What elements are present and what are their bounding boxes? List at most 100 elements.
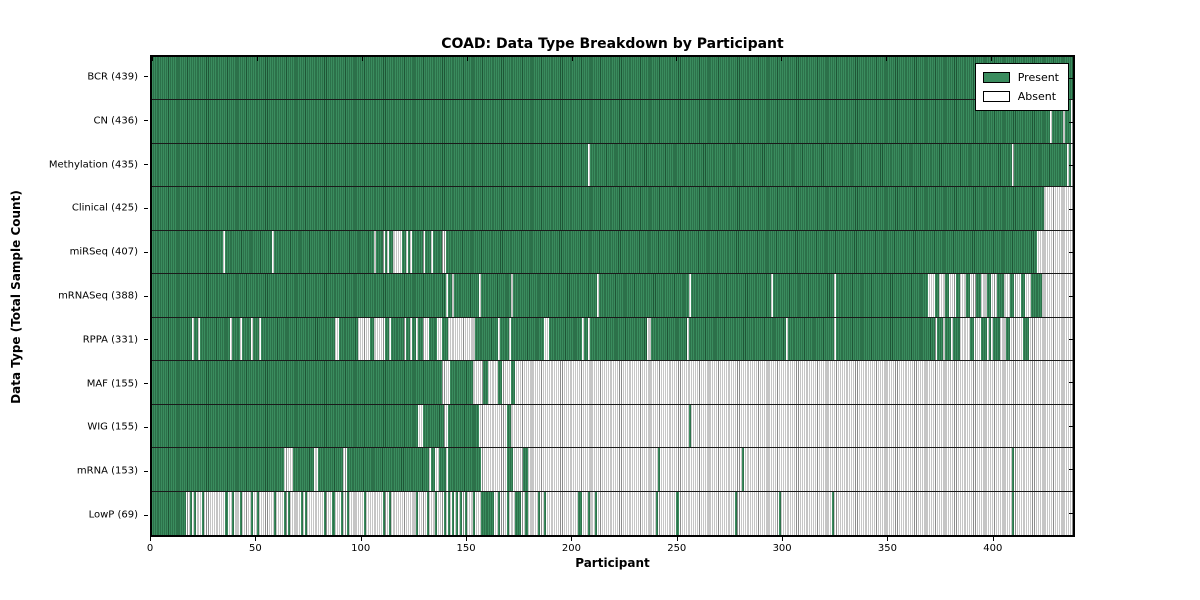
present-segment	[472, 491, 476, 535]
x-tick-label-300: 300	[772, 543, 792, 554]
present-segment	[370, 317, 375, 361]
y-tick-mark	[144, 295, 148, 297]
y-tick-label-BCR: BCR (439)	[87, 71, 138, 83]
present-swatch	[982, 72, 1010, 83]
present-segment	[1052, 100, 1063, 143]
present-segment	[424, 230, 431, 274]
present-segment	[288, 491, 291, 535]
present-segment	[412, 230, 423, 274]
row-WIG	[152, 404, 1073, 449]
present-segment	[152, 274, 446, 317]
present-segment	[317, 448, 343, 491]
x-tick-mark	[360, 537, 362, 541]
present-segment	[590, 143, 1013, 187]
present-segment	[454, 274, 480, 317]
x-tick-mark-top	[361, 57, 363, 61]
present-segment	[426, 491, 429, 535]
present-segment	[544, 491, 547, 535]
present-segment	[966, 274, 971, 317]
y-tick-mark-right	[1069, 252, 1073, 254]
present-segment	[389, 230, 394, 274]
present-segment	[772, 274, 834, 317]
present-segment	[189, 491, 192, 535]
present-segment	[1012, 491, 1015, 535]
y-tick-mark	[144, 120, 148, 122]
present-segment	[338, 317, 358, 361]
present-segment	[464, 491, 467, 535]
present-segment	[676, 491, 679, 535]
present-segment	[525, 491, 528, 535]
present-segment	[986, 274, 992, 317]
present-segment	[590, 317, 648, 361]
x-tick-mark	[571, 537, 573, 541]
present-segment	[273, 491, 276, 535]
row-miRSeq	[152, 230, 1073, 275]
x-tick-mark	[887, 537, 889, 541]
y-tick-label-WIG: WIG (155)	[87, 421, 138, 433]
x-tick-label-0: 0	[146, 543, 154, 554]
present-segment	[152, 448, 285, 491]
present-segment	[152, 57, 1073, 100]
present-segment	[779, 491, 782, 535]
present-segment	[1022, 317, 1029, 361]
present-segment	[651, 317, 687, 361]
present-segment	[588, 491, 591, 535]
present-segment	[225, 491, 228, 535]
x-tick-label-100: 100	[351, 543, 371, 554]
present-segment	[252, 317, 259, 361]
y-tick-marks	[144, 55, 148, 537]
present-segment	[449, 361, 473, 404]
present-segment	[548, 317, 583, 361]
present-segment	[347, 448, 429, 491]
present-segment	[980, 317, 987, 361]
y-tick-mark-right	[1069, 121, 1073, 123]
present-segment	[481, 491, 494, 535]
present-segment	[735, 491, 738, 535]
present-segment	[305, 491, 308, 535]
present-segment	[382, 491, 385, 535]
present-segment	[401, 230, 406, 274]
x-tick-mark	[150, 537, 151, 541]
present-segment	[993, 317, 1000, 361]
present-segment	[152, 187, 1044, 230]
present-segment	[422, 404, 444, 448]
present-segment	[273, 230, 375, 274]
y-tick-mark-right	[1069, 338, 1073, 340]
row-MAF	[152, 361, 1073, 405]
present-segment	[261, 317, 335, 361]
y-tick-mark-right	[1069, 208, 1073, 210]
present-segment	[945, 317, 952, 361]
y-tick-label-Clinical: Clinical (425)	[71, 202, 138, 214]
present-segment	[443, 491, 446, 535]
y-tick-mark	[144, 383, 148, 385]
x-tick-mark	[676, 537, 678, 541]
y-tick-mark-right	[1069, 469, 1073, 471]
present-segment	[193, 317, 199, 361]
x-tick-label-250: 250	[667, 543, 687, 554]
present-segment	[787, 317, 834, 361]
present-segment	[577, 491, 583, 535]
present-segment	[584, 317, 589, 361]
present-segment	[152, 491, 186, 535]
y-tick-label-LowP: LowP (69)	[88, 509, 138, 521]
x-tick-mark	[466, 537, 468, 541]
present-segment	[475, 317, 499, 361]
row-Clinical	[152, 187, 1073, 231]
present-segment	[1014, 143, 1067, 187]
absent-swatch	[982, 91, 1010, 102]
x-tick-label-350: 350	[877, 543, 898, 554]
present-segment	[407, 230, 411, 274]
x-tick-mark-top	[466, 57, 468, 61]
present-segment	[835, 274, 929, 317]
y-tick-mark	[144, 76, 148, 78]
legend-entry-absent: Absent	[982, 88, 1059, 105]
present-segment	[152, 143, 589, 187]
y-tick-label-miRSeq: miRSeq (407)	[69, 246, 138, 258]
present-segment	[934, 274, 939, 317]
present-segment	[657, 448, 660, 491]
x-tick-mark-top	[991, 57, 993, 61]
present-segment	[376, 230, 383, 274]
x-tick-mark-top	[256, 57, 258, 61]
present-segment	[256, 491, 259, 535]
